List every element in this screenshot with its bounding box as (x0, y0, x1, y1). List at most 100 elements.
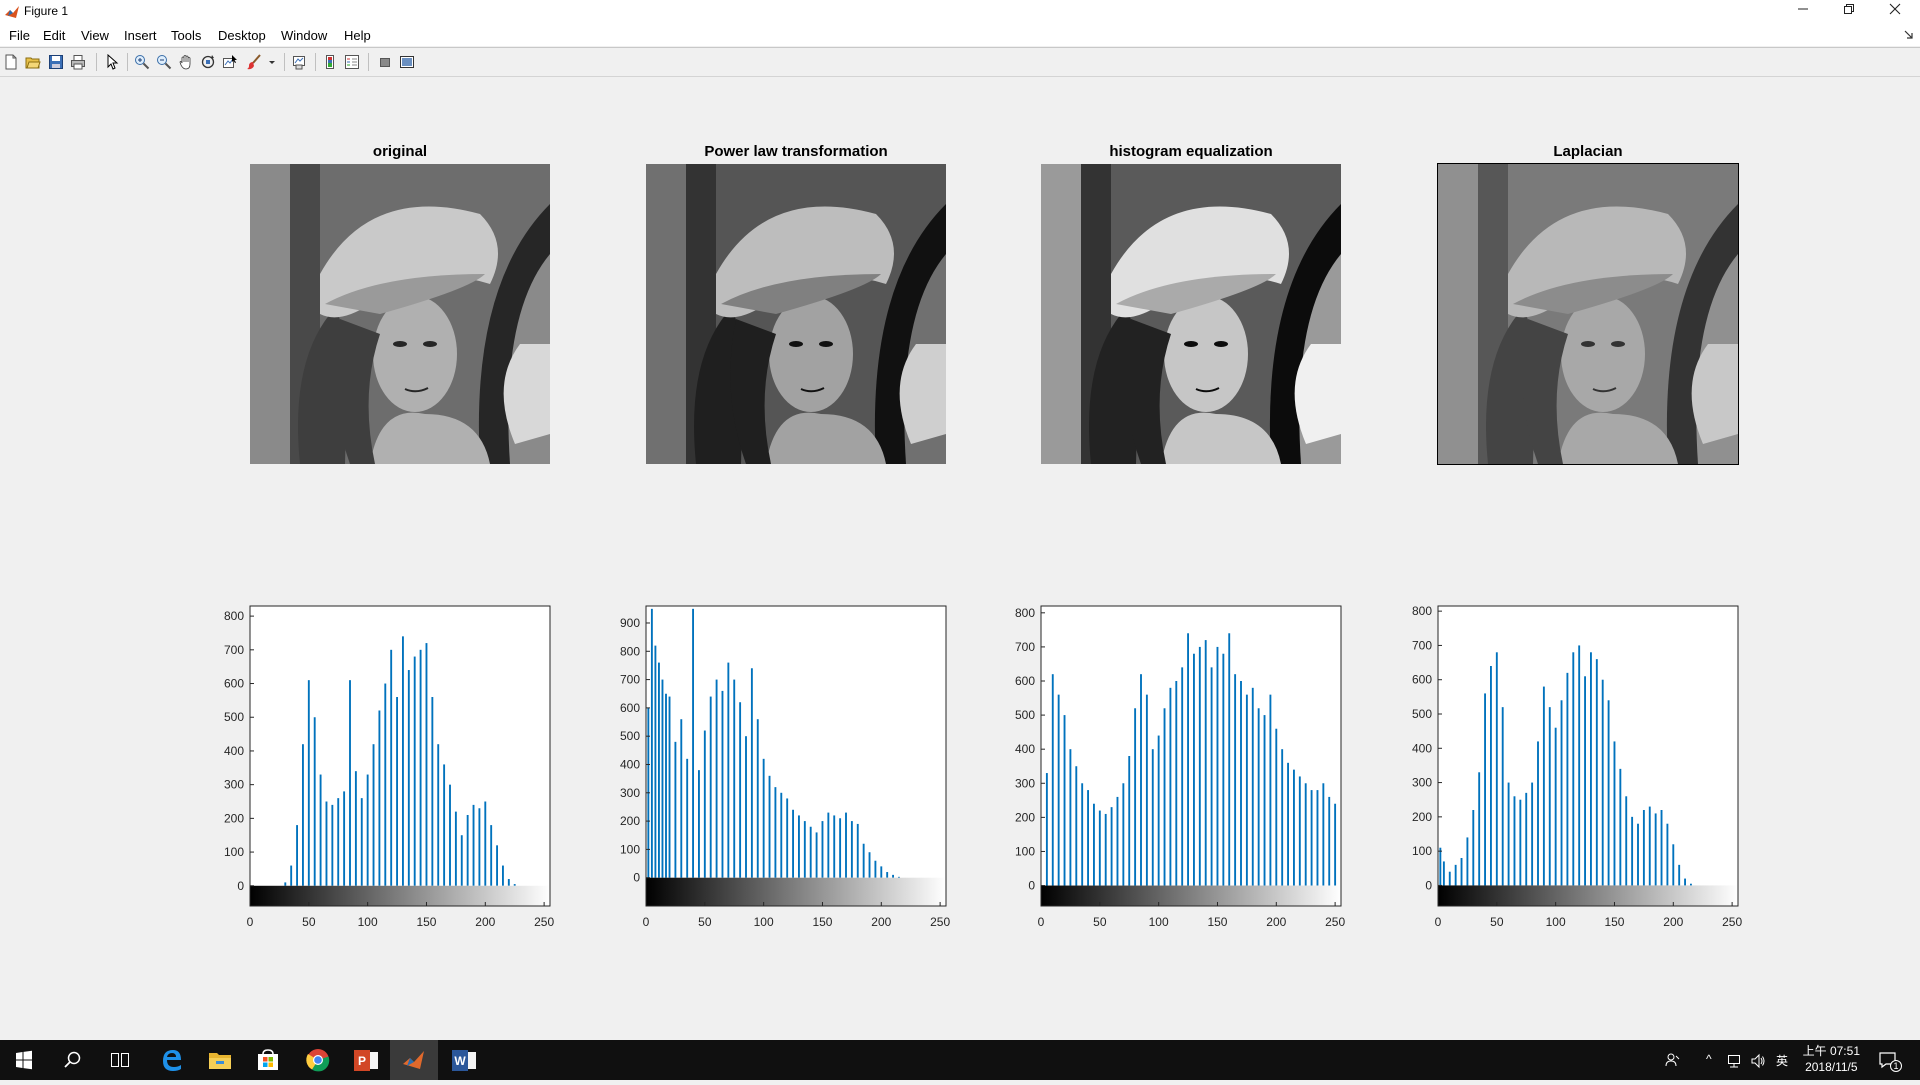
histogram-bar (384, 683, 387, 886)
histogram-bar (1263, 715, 1266, 886)
network-icon[interactable] (1726, 1053, 1742, 1069)
image-histogram-equalized[interactable] (1041, 164, 1341, 464)
dock-arrow-icon[interactable] (1904, 30, 1914, 40)
histogram-bar (490, 825, 493, 886)
histogram-bar (1672, 844, 1675, 886)
volume-icon[interactable] (1750, 1053, 1766, 1069)
x-tick-label: 150 (416, 915, 436, 929)
y-tick-label: 0 (633, 871, 640, 885)
menu-tools[interactable]: Tools (171, 28, 202, 43)
histogram-bar (1234, 674, 1237, 886)
histogram-bar (1204, 640, 1207, 886)
word-app[interactable]: W (440, 1040, 488, 1080)
link-plot-icon[interactable] (291, 54, 307, 70)
ime-indicator[interactable]: 英 (1776, 1054, 1789, 1068)
histogram-bar (478, 808, 481, 886)
print-icon[interactable] (70, 54, 86, 70)
minimize-button[interactable] (1780, 0, 1826, 22)
action-center-button[interactable]: 1 (1878, 1050, 1902, 1072)
histogram-bar (1157, 735, 1160, 886)
chrome-app[interactable] (294, 1040, 342, 1080)
histogram-bar (1684, 878, 1686, 886)
insert-colorbar-icon[interactable] (322, 54, 338, 70)
histogram-bar (1613, 741, 1616, 886)
save-icon[interactable] (48, 54, 64, 70)
grayscale-colorbar (1438, 885, 1738, 906)
restore-button[interactable] (1826, 0, 1872, 22)
histogram-bar (1151, 749, 1154, 886)
y-tick-label: 400 (620, 757, 640, 771)
tray-overflow-chevron[interactable]: ^ (1706, 1052, 1712, 1066)
show-plot-tools-icon[interactable] (399, 54, 415, 70)
edge-app[interactable] (148, 1040, 196, 1080)
histogram-bar (1548, 707, 1551, 886)
menu-edit[interactable]: Edit (43, 28, 66, 43)
task-view-button[interactable] (96, 1040, 144, 1080)
menu-insert[interactable]: Insert (124, 28, 157, 43)
histogram-bar (827, 812, 830, 878)
histogram-bar (407, 670, 410, 886)
y-tick-label: 600 (1412, 673, 1432, 687)
histogram-bar (402, 636, 404, 886)
people-icon[interactable] (1665, 1052, 1681, 1068)
start-button[interactable] (0, 1040, 48, 1080)
histogram-bar (756, 719, 759, 878)
histogram-bar (331, 804, 334, 886)
histogram-bar (1678, 864, 1681, 886)
histogram-bar (886, 872, 889, 878)
matlab-app[interactable] (390, 1040, 438, 1080)
rotate-3d-icon[interactable] (200, 54, 216, 70)
y-tick-label: 500 (1412, 707, 1432, 721)
y-tick-label: 600 (620, 701, 640, 715)
open-file-icon[interactable] (25, 54, 41, 70)
histogram-bar (1281, 749, 1284, 886)
y-tick-label: 600 (1015, 674, 1035, 688)
histogram-bar (1642, 810, 1645, 886)
histogram-bar (1293, 769, 1295, 886)
histogram-bar (839, 818, 842, 878)
menu-file[interactable]: File (9, 28, 30, 43)
insert-legend-icon[interactable] (344, 54, 360, 70)
histogram-bar (1145, 694, 1148, 886)
histogram-bar (898, 876, 900, 878)
powerpoint-app[interactable]: P (342, 1040, 390, 1080)
histogram-bar (1595, 659, 1598, 886)
close-button[interactable] (1872, 0, 1918, 22)
histogram-laplacian[interactable]: 0 100 200 300 400 500 600 700 800 0 50 100 150 200 250 (1388, 600, 1748, 960)
x-tick-label: 200 (1663, 915, 1683, 929)
histogram-bar (1187, 633, 1189, 886)
histogram-bar (786, 798, 789, 878)
histogram-power-law[interactable]: 0 100 200 300 400 500 600 700 800 900 0 50 100 150 200… (596, 600, 956, 960)
brush-dropdown-icon[interactable] (268, 54, 276, 70)
menu-desktop[interactable]: Desktop (218, 28, 266, 43)
image-original[interactable] (250, 164, 550, 464)
histogram-bar (425, 643, 428, 886)
y-tick-label: 800 (1412, 604, 1432, 618)
file-explorer-app[interactable] (196, 1040, 244, 1080)
zoom-out-icon[interactable] (156, 54, 172, 70)
brush-icon[interactable] (246, 54, 262, 70)
y-tick-label: 700 (620, 673, 640, 687)
y-tick-label: 700 (224, 643, 244, 657)
histogram-bar (692, 608, 694, 878)
data-cursor-icon[interactable] (222, 54, 238, 70)
histogram-bar (507, 879, 510, 886)
edit-plot-icon[interactable] (104, 54, 120, 70)
menu-window[interactable]: Window (281, 28, 328, 43)
pan-icon[interactable] (178, 54, 194, 70)
image-laplacian[interactable] (1437, 163, 1739, 465)
hide-plot-tools-icon[interactable] (377, 54, 393, 70)
search-button[interactable] (48, 1040, 96, 1080)
svg-text:P: P (358, 1054, 366, 1068)
histogram-histogram-equalized[interactable]: 0 100 200 300 400 500 600 700 800 0 50 100 150 200 250 (991, 600, 1351, 960)
zoom-in-icon[interactable] (134, 54, 150, 70)
image-power-law[interactable] (646, 164, 946, 464)
menu-help[interactable]: Help (344, 28, 371, 43)
clock[interactable]: 上午 07:51 2018/11/5 (1803, 1043, 1860, 1075)
menu-view[interactable]: View (81, 28, 109, 43)
histogram-original[interactable]: 0 100 200 300 400 500 600 700 800 0 50 100 150 200 250 (200, 600, 560, 960)
histogram-bar (1216, 646, 1219, 886)
new-figure-icon[interactable] (3, 54, 19, 70)
store-app[interactable] (244, 1040, 292, 1080)
histogram-bar (1590, 652, 1592, 886)
